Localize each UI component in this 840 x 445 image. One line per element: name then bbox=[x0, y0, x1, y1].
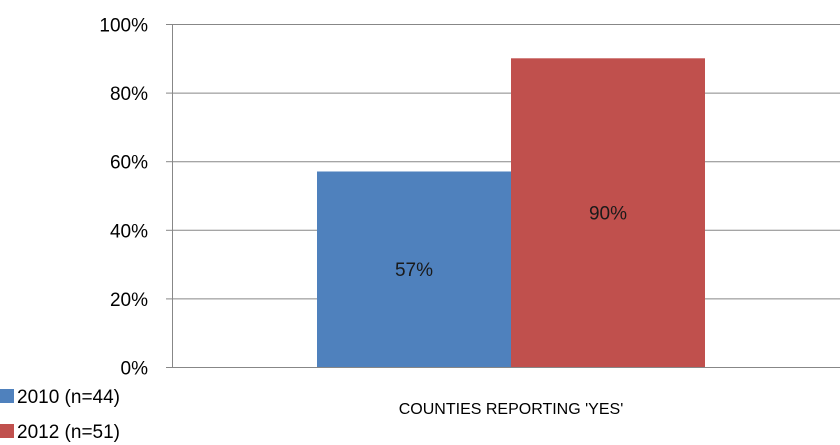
legend-swatch bbox=[0, 389, 14, 403]
legend: 2010 (n=44) 2012 (n=51) bbox=[0, 387, 120, 443]
bar bbox=[317, 171, 511, 367]
legend-swatch bbox=[0, 424, 14, 438]
bar bbox=[511, 58, 705, 368]
bars bbox=[317, 58, 705, 368]
labels: 0% 20% 40% 60% 80% 100% 57% 90% COUNTIES REPORTI… bbox=[99, 16, 627, 419]
x-category-label: COUNTIES REPORTING 'YES' bbox=[399, 401, 624, 418]
axes bbox=[166, 24, 840, 368]
y-tick-label: 80% bbox=[110, 84, 148, 105]
legend-label: 2010 (n=44) bbox=[17, 387, 120, 408]
y-tick-label: 60% bbox=[110, 153, 148, 174]
legend-label: 2012 (n=51) bbox=[17, 422, 120, 443]
y-tick-label: 0% bbox=[121, 359, 149, 380]
data-label: 90% bbox=[589, 204, 627, 225]
gridlines bbox=[172, 24, 840, 300]
y-tick-label: 100% bbox=[99, 16, 148, 37]
y-tick-label: 40% bbox=[110, 221, 148, 242]
y-tick-label: 20% bbox=[110, 290, 148, 311]
data-label: 57% bbox=[395, 260, 433, 281]
